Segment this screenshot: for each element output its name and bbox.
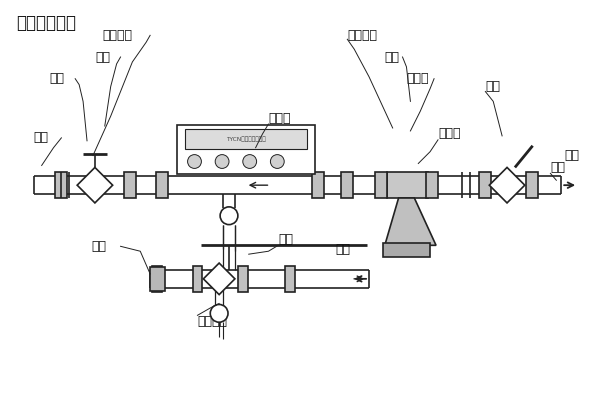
Bar [426,172,438,198]
Text: 管道: 管道 [91,240,106,253]
Text: 回水: 回水 [335,243,350,256]
Text: 球阀: 球阀 [50,72,65,85]
Text: TYCN超声波热能量表: TYCN超声波热能量表 [226,136,266,142]
Bar [238,266,248,292]
Circle shape [215,154,229,168]
Bar [341,172,353,198]
Circle shape [188,154,202,168]
Polygon shape [203,263,235,295]
Circle shape [270,154,284,168]
Bar [150,267,165,291]
Polygon shape [489,167,525,203]
Bar [177,125,315,174]
Bar [480,172,492,198]
Text: 管道: 管道 [278,233,293,246]
Bar [152,266,162,292]
Text: 管道: 管道 [550,161,566,174]
Text: 活接螺母: 活接螺母 [103,29,133,42]
Text: 连接丝: 连接丝 [438,128,460,140]
Bar [383,243,430,257]
Text: 管道: 管道 [33,132,49,144]
Circle shape [243,154,257,168]
Text: 热能表: 热能表 [269,112,291,125]
Text: 接管: 接管 [385,51,400,64]
Bar [375,172,387,198]
Text: 接管: 接管 [95,51,110,64]
Bar [185,129,307,149]
Text: 进水: 进水 [565,149,579,162]
Circle shape [210,305,228,322]
Bar [312,172,324,198]
Bar [156,172,168,198]
Text: 过滤器: 过滤器 [407,72,429,85]
Bar [387,172,428,198]
Bar [193,266,202,292]
Bar [526,172,538,198]
Text: 球阀: 球阀 [486,80,501,93]
Text: 测温球阀: 测温球阀 [197,315,227,328]
Text: 活接螺母: 活接螺母 [347,29,377,42]
Bar [124,172,136,198]
Circle shape [220,207,238,225]
Bar [285,266,295,292]
Polygon shape [77,167,112,203]
Text: 安装示意图：: 安装示意图： [16,13,76,32]
Bar [56,172,68,198]
Polygon shape [385,198,436,245]
